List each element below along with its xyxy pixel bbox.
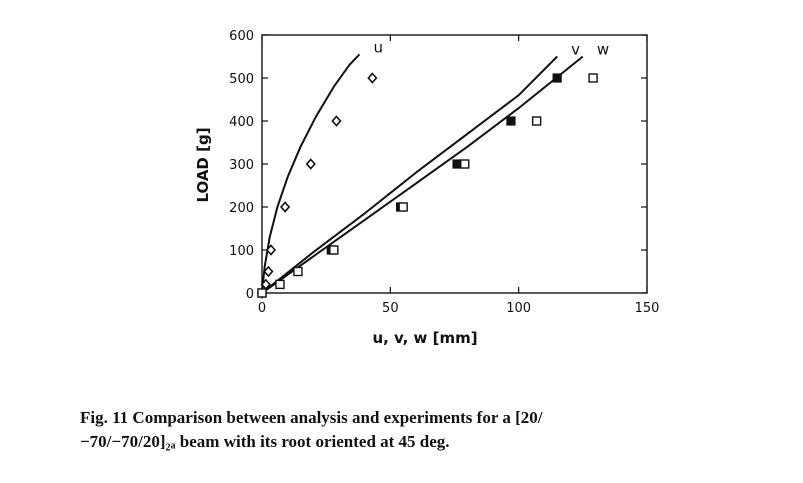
experiment-point-w <box>531 116 542 126</box>
y-tick-label: 400 <box>229 115 254 130</box>
experiment-point-w <box>460 159 470 169</box>
caption-line-1: Fig. 11 Comparison between analysis and … <box>80 408 543 427</box>
analysis-line-w <box>261 55 584 294</box>
experiment-point-u <box>305 158 316 170</box>
x-axis-label: u, v, w [mm] <box>372 329 477 347</box>
experiment-point-v <box>452 159 462 169</box>
experiment-point-u <box>367 72 378 84</box>
y-tick-label: 300 <box>229 158 254 173</box>
experiment-markers <box>256 72 598 299</box>
y-tick-label: 500 <box>229 72 254 87</box>
y-tick-label: 0 <box>246 287 254 302</box>
experiment-point-w <box>588 73 598 83</box>
x-tick-label: 0 <box>258 301 266 316</box>
experiment-point-v <box>506 116 516 126</box>
experiment-point-u <box>265 244 277 256</box>
y-tick-label: 200 <box>229 201 254 216</box>
y-tick-label: 600 <box>229 29 254 44</box>
analysis-line-v <box>261 55 558 294</box>
series-label-v: v <box>571 41 580 59</box>
experiment-point-w <box>398 202 408 212</box>
experiment-point-u <box>331 115 342 127</box>
tick-labels: 0 50 100 150 0 100 200 300 400 500 600 <box>229 29 659 316</box>
analysis-line-u <box>261 53 361 294</box>
experiment-point-w <box>293 266 303 277</box>
experiment-point-u <box>280 201 291 213</box>
experiment-point-u <box>263 265 274 278</box>
experiment-point-w <box>329 245 339 255</box>
x-tick-label: 50 <box>382 301 399 316</box>
y-tick-label: 100 <box>229 244 254 259</box>
experiment-point-w <box>257 288 267 298</box>
series-label-u: u <box>374 38 384 56</box>
experiment-point-w <box>275 279 285 290</box>
x-tick-label: 100 <box>506 301 531 316</box>
plot-axes <box>261 34 648 294</box>
series-label-w: w <box>597 41 609 59</box>
analysis-lines <box>261 53 584 294</box>
y-axis-label: LOAD [g] <box>194 127 212 202</box>
caption-line-2: −70/−70/20]₂ₐ beam with its root oriente… <box>80 432 450 451</box>
figure-caption: Fig. 11 Comparison between analysis and … <box>80 406 780 454</box>
x-tick-label: 150 <box>635 301 660 316</box>
experiment-point-v <box>552 73 562 83</box>
